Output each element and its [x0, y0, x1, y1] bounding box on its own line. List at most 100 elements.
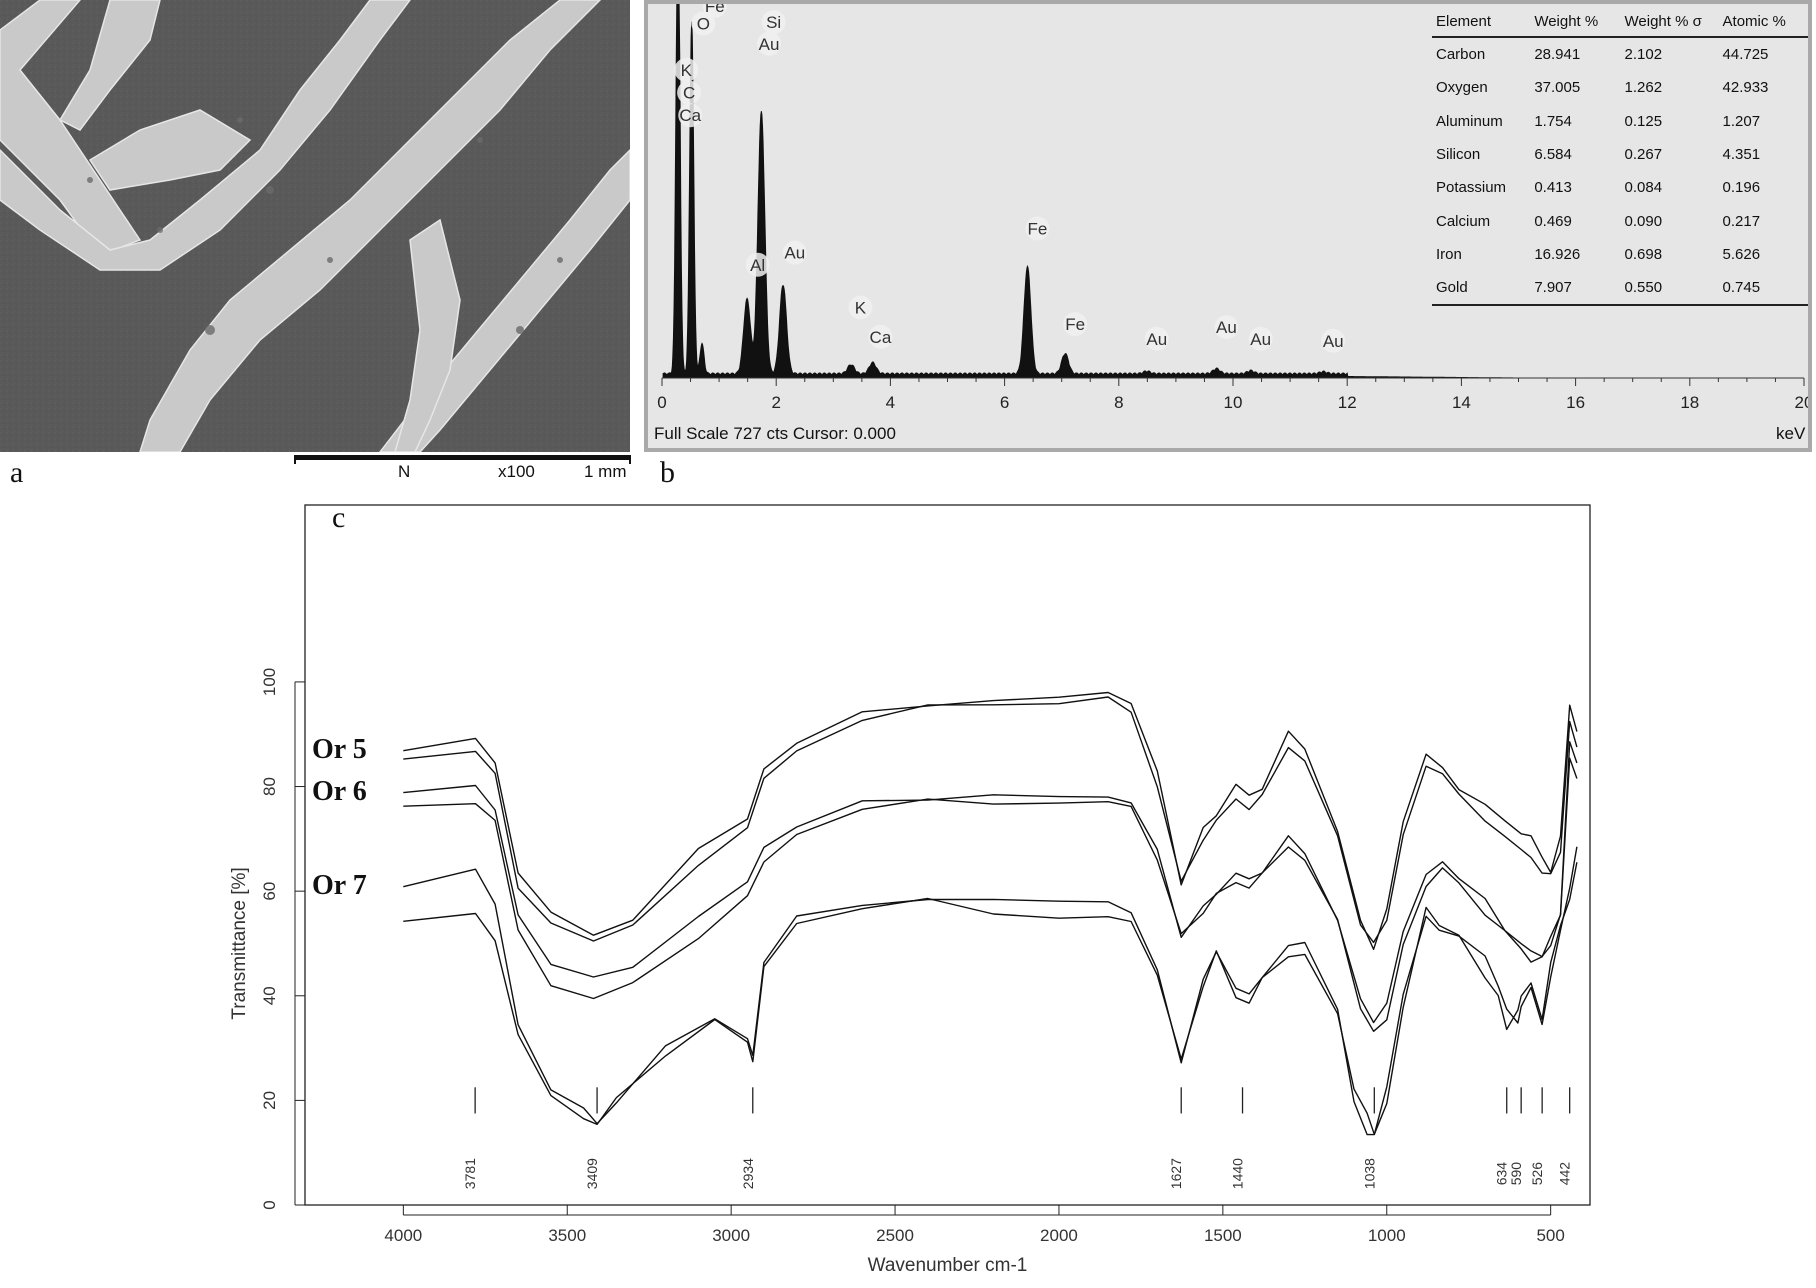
table-cell: 7.907: [1530, 271, 1621, 307]
ftir-series-line: [403, 741, 1578, 1024]
table-cell: 0.469: [1534, 212, 1572, 230]
table-cell: Carbon: [1436, 46, 1486, 64]
table-cell: 2.102: [1624, 46, 1663, 64]
ftir-y-tick-label: 40: [260, 986, 279, 1005]
eds-footer-status: Full Scale 727 cts Cursor: 0.000: [654, 424, 896, 443]
eds-peak-label: Fe: [1065, 315, 1085, 334]
scale-bar: [294, 455, 631, 464]
table-row: Gold 7.907 0.550 0.745: [1432, 271, 1808, 307]
eds-spectrum-panel: 02468101214161820FeOKCCaSiAuAlAuKCaFeFeA…: [644, 0, 1812, 452]
eds-peak-label: C: [683, 84, 695, 103]
ftir-x-tick-label: 1000: [1368, 1226, 1406, 1245]
ftir-band-label: 1627: [1168, 1158, 1184, 1189]
ftir-y-axis-title: Transmittance [%]: [229, 867, 250, 1019]
ftir-band-label: 3781: [462, 1158, 478, 1189]
table-cell: Aluminum: [1436, 112, 1503, 130]
table-cell: 44.725: [1722, 46, 1769, 64]
eds-peak-label: Ca: [870, 328, 892, 347]
table-row: Oxygen 37.005 1.262 42.933: [1432, 71, 1808, 104]
ftir-x-tick-label: 2500: [876, 1226, 914, 1245]
table-cell: 5.626: [1722, 245, 1761, 263]
table-row: Carbon 28.941 2.102 44.725: [1432, 37, 1808, 71]
eds-x-tick-label: 6: [1000, 393, 1009, 412]
eds-footer-unit: keV: [1776, 424, 1806, 443]
eds-peak-label-badge: [1248, 326, 1273, 351]
scale-magnification: x100: [498, 462, 535, 481]
eds-peak-label-badge: [1214, 315, 1239, 340]
table-cell: 16.926: [1534, 245, 1581, 263]
ftir-chart: 0 20 40 60 80 100 4000 3500 3000 2500 2000 1500 1000…: [229, 501, 1591, 1276]
eds-x-tick-label: 10: [1224, 393, 1243, 412]
eds-composition-table: Element Weight % Weight % σ Atomic % Car…: [1432, 10, 1808, 307]
eds-x-tick-label: 4: [886, 393, 895, 412]
ftir-plot-frame: [304, 504, 1591, 1206]
eds-peak-label: Au: [1250, 330, 1271, 349]
eds-peak-label: K: [681, 61, 693, 80]
eds-peak-label: Al: [750, 256, 765, 275]
ftir-band-label: 1038: [1361, 1158, 1377, 1189]
ftir-x-tick-label: 1500: [1204, 1226, 1242, 1245]
eds-x-tick-label: 2: [771, 393, 780, 412]
table-cell: 28.941: [1534, 46, 1581, 64]
ftir-y-tick-label: 0: [260, 1200, 279, 1209]
ftir-y-tick-label: 60: [260, 882, 279, 901]
ftir-series-line: [403, 846, 1578, 1136]
ftir-x-tick-label: 3500: [548, 1226, 586, 1245]
eds-peak-label-badge: [1025, 216, 1050, 241]
eds-peak-label: Ca: [679, 106, 701, 125]
ftir-series-line: [403, 696, 1578, 944]
table-cell: 0.217: [1722, 212, 1761, 230]
eds-peak-label-badge: [1321, 328, 1346, 353]
table-row: Iron 16.926 0.698 5.626: [1432, 238, 1808, 271]
ftir-y-tick-label: 20: [260, 1091, 279, 1110]
table-cell: 0.196: [1722, 179, 1761, 197]
panel-letter-c: c: [332, 501, 345, 534]
ftir-band-label: 526: [1529, 1162, 1545, 1186]
table-cell: 42.933: [1722, 79, 1769, 97]
eds-peak-label: Au: [1146, 330, 1167, 349]
ftir-series-label: Or 7: [312, 870, 367, 901]
table-row: Aluminum 1.754 0.125 1.207: [1432, 105, 1808, 138]
table-row: Silicon 6.584 0.267 4.351: [1432, 138, 1808, 171]
table-row: Calcium 0.469 0.090 0.217: [1432, 204, 1808, 237]
ftir-band-label: 590: [1508, 1162, 1524, 1186]
eds-peak-label: Au: [1323, 332, 1344, 351]
eds-peak-label-badge: [1144, 326, 1169, 351]
eds-peak-label-badge: [782, 240, 807, 265]
eds-peak-label: Au: [784, 244, 805, 263]
eds-peak-label: Fe: [705, 4, 725, 16]
table-cell: 0.125: [1624, 112, 1663, 130]
table-cell: 1.262: [1624, 79, 1663, 97]
table-cell: Calcium: [1436, 212, 1491, 230]
table-cell: 37.005: [1534, 79, 1581, 97]
ftir-band-label: 3409: [584, 1158, 600, 1189]
eds-peak-label-badge: [1063, 312, 1088, 337]
ftir-x-tick-label: 500: [1536, 1226, 1564, 1245]
eds-peak-label: Si: [766, 13, 781, 32]
table-cell: Silicon: [1436, 146, 1481, 164]
table-cell: 1.207: [1722, 112, 1761, 130]
eds-peak-label-badge: [745, 252, 770, 277]
ftir-series-label: Or 5: [312, 734, 367, 765]
ftir-x-tick-label: 3000: [712, 1226, 750, 1245]
table-cell: 1.754: [1534, 112, 1572, 130]
eds-peak-label-badge: [761, 10, 786, 35]
eds-peak-label: O: [697, 15, 710, 34]
table-cell: 0.084: [1624, 179, 1663, 197]
table-cell: 0.413: [1534, 179, 1572, 197]
eds-x-tick-label: 14: [1452, 393, 1471, 412]
table-cell: 0.550: [1620, 271, 1719, 307]
table-cell: 0.745: [1718, 271, 1808, 307]
ftir-y-tick-label: 100: [260, 668, 279, 696]
eds-x-tick-label: 18: [1680, 393, 1699, 412]
eds-peak-label: K: [855, 299, 867, 318]
eds-peak-label-badge: [691, 11, 716, 36]
eds-x-tick-label: 12: [1338, 393, 1357, 412]
table-cell: Iron: [1436, 245, 1462, 263]
header-element: Element: [1432, 10, 1531, 38]
eds-peak-label-badge: [677, 80, 702, 105]
ftir-x-tick-label: 2000: [1040, 1226, 1078, 1245]
ftir-series-line: [403, 691, 1578, 950]
ftir-x-axis-title: Wavenumber cm-1: [868, 1255, 1028, 1276]
panel-letter-a: a: [10, 456, 24, 489]
